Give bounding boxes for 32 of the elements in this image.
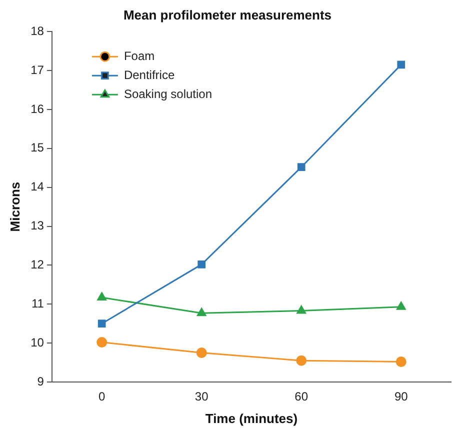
y-tick-label: 17: [30, 62, 44, 77]
point: [98, 320, 106, 328]
y-tick-label: 15: [30, 140, 44, 155]
x-tick-label: 0: [98, 390, 106, 404]
point: [396, 356, 406, 368]
legend-label: Foam: [124, 48, 155, 63]
y-tick-label: 18: [30, 24, 44, 38]
legend-label: Dentifrice: [124, 68, 175, 82]
x-tick-label: 90: [394, 390, 408, 404]
y-tick-label: 11: [31, 296, 44, 310]
y-tick-label: 10: [30, 335, 44, 350]
point: [96, 337, 108, 348]
y-tick-label: 9: [37, 374, 44, 388]
point: [296, 355, 307, 366]
x-axis-title: Time (minutes): [205, 410, 298, 426]
point: [97, 292, 106, 301]
x-tick-label: 60: [294, 390, 308, 404]
point: [198, 260, 206, 268]
point: [296, 306, 306, 314]
point: [397, 60, 406, 69]
y-tick-label: 13: [30, 218, 44, 233]
point: [297, 163, 306, 172]
y-axis-title: Microns: [7, 182, 22, 232]
point: [196, 348, 207, 358]
y-tick-label: 12: [30, 258, 44, 272]
legend-label: Soaking solution: [124, 86, 212, 101]
point: [396, 302, 406, 310]
y-tick-label: 16: [30, 102, 44, 116]
y-tick-label: 14: [30, 180, 44, 194]
chart-title: Mean profilometer measurements: [123, 7, 332, 22]
x-tick-label: 30: [194, 390, 209, 404]
point: [196, 308, 206, 316]
